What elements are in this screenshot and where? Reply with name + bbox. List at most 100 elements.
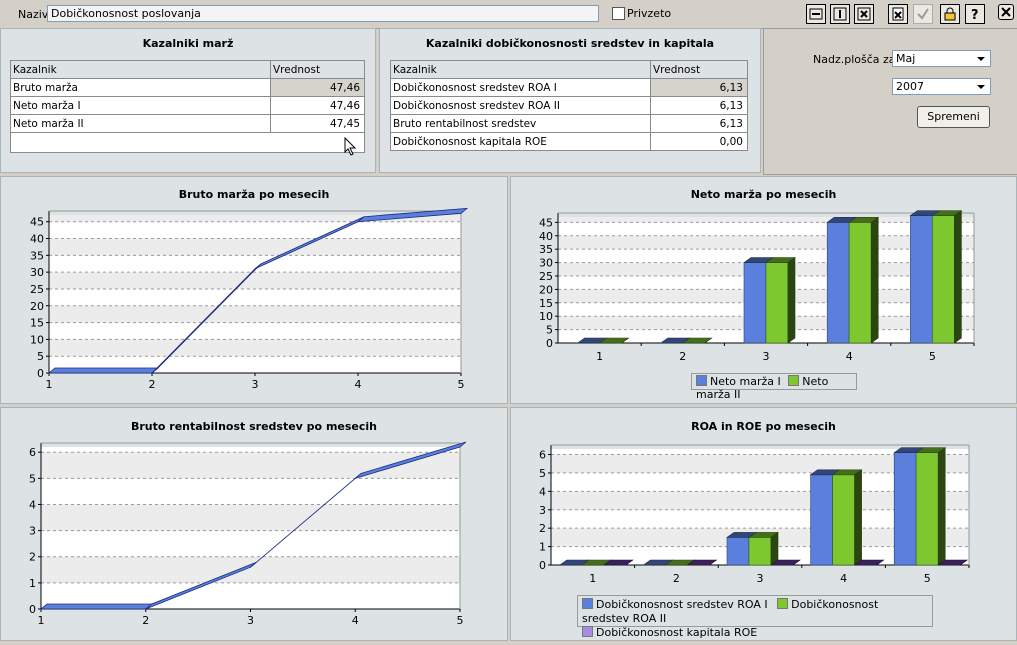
check-icon [917,8,929,20]
nadzorna-plosca-label: Nadz.plošča za: [813,53,900,66]
legend-swatch [582,598,593,609]
legend-item: Neto marža I [710,375,781,388]
y-tick-label: 6 [29,446,36,459]
table-row[interactable]: Bruto rentabilnost sredstev 6,13 [390,114,748,133]
y-tick-label: 35 [539,243,553,256]
y-tick-label: 0 [29,603,36,616]
bar [726,537,750,566]
year-value: 2007 [896,80,924,93]
y-tick-label: 6 [539,449,546,462]
y-tick-label: 40 [30,233,44,246]
bar [832,474,855,566]
bar-chart-roa-roe: 0 1 2 3 4 5 6 1 2 3 4 5 [539,444,970,585]
bar [910,215,933,344]
remove-button[interactable] [854,4,874,24]
column-height-icon [833,7,847,21]
x-tick-label: 4 [840,572,847,585]
data-point [459,446,461,448]
grid-band [551,509,969,529]
legend: Dobičkonosnost sredstev ROA I Dobičkonos… [577,595,933,639]
line-segment [47,367,160,374]
x-tick-label: 5 [929,350,936,363]
y-tick-label: 2 [29,551,36,564]
confirm-button[interactable] [913,4,933,24]
y-tick-label: 35 [30,249,44,262]
y-tick-label: 1 [539,541,546,554]
row-name: Neto marža I [10,96,271,115]
table-row[interactable]: Bruto marža 47,46 [10,78,365,97]
chart-title: Neto marža po mesecih [690,188,837,201]
table-row[interactable]: Dobičkonosnost sredstev ROA II 6,13 [390,96,748,115]
bar [893,452,917,566]
chevron-down-icon [977,85,985,89]
row-name: Dobičkonosnost sredstev ROA I [390,78,651,97]
column-width-icon [809,8,823,20]
help-button[interactable]: ? [965,4,985,24]
chart-title: Bruto marža po mesecih [178,188,330,201]
bar-side [625,559,633,566]
x-tick-label: 4 [846,350,853,363]
privzeto-checkbox[interactable] [612,7,625,20]
grid-band [41,556,460,583]
legend-swatch [582,626,593,637]
row-name: Neto marža II [10,114,271,133]
table-row[interactable]: Dobičkonosnost kapitala ROE 0,00 [390,132,748,151]
month-value: Maj [896,52,916,65]
close-button[interactable] [998,4,1014,20]
bar-top [686,559,718,566]
x-tick-label: 3 [247,614,254,627]
y-tick-label: 45 [539,216,553,229]
spremeni-button[interactable]: Spremeni [917,106,990,128]
legend-swatch [777,598,789,609]
grid-band [551,449,969,455]
data-point [460,212,462,214]
naziv-input[interactable]: Dobičkonosnost poslovanja [47,5,599,22]
bar [748,537,772,566]
y-tick-label: 10 [30,333,44,346]
bar-side [870,216,879,344]
column-width-button[interactable] [806,4,826,24]
x-tick-label: 4 [352,614,359,627]
x-tick-label: 4 [355,378,362,391]
bar-side [937,447,946,566]
y-tick-label: 2 [539,522,546,535]
row-value: 6,13 [650,114,748,133]
bar-side [954,210,962,344]
close-icon [1001,7,1011,17]
chart-panel-bruto-marza: Bruto marža po mesecih 0 5 10 15 20 25 30 35 40 4… [0,176,508,404]
row-value: 6,13 [650,96,748,115]
svg-text:?: ? [971,8,979,21]
grid-band [558,217,974,223]
data-point [250,566,251,568]
x-tick-label: 2 [673,572,680,585]
chart-panel-roa-roe: ROA in ROE po mesecih 0 1 2 3 4 5 6 1 2 3 4 5 Dobič… [510,407,1017,641]
x-tick-label: 2 [142,614,149,627]
delete-doc-button[interactable] [888,4,908,24]
month-select[interactable]: Maj [892,50,991,67]
table-row[interactable]: Neto marža II 47,45 [10,114,365,133]
grid-band [49,288,461,306]
privzeto-label: Privzeto [627,7,672,20]
lock-icon [944,7,956,21]
data-point [354,477,356,479]
table-row[interactable]: Dobičkonosnost sredstev ROA I 6,13 [390,78,748,97]
grid-band [41,504,460,531]
y-tick-label: 30 [539,257,553,270]
grid-band [551,472,969,492]
row-value: 47,46 [270,96,365,115]
x-tick-label: 3 [763,350,770,363]
bar-side [787,256,796,344]
year-select[interactable]: 2007 [892,78,991,95]
table-row[interactable]: Neto marža I 47,46 [10,96,365,115]
column-height-button[interactable] [830,4,850,24]
row-name: Bruto marža [10,78,271,97]
y-tick-label: 4 [539,485,546,498]
row-value: 47,45 [270,114,365,133]
col-kazalnik: Kazalnik [10,60,271,79]
lock-button[interactable] [940,4,960,24]
y-tick-label: 15 [30,317,44,330]
y-tick-label: 5 [29,472,36,485]
legend-item: Dobičkonosnost kapitala ROE [596,626,758,639]
data-point [254,268,256,270]
